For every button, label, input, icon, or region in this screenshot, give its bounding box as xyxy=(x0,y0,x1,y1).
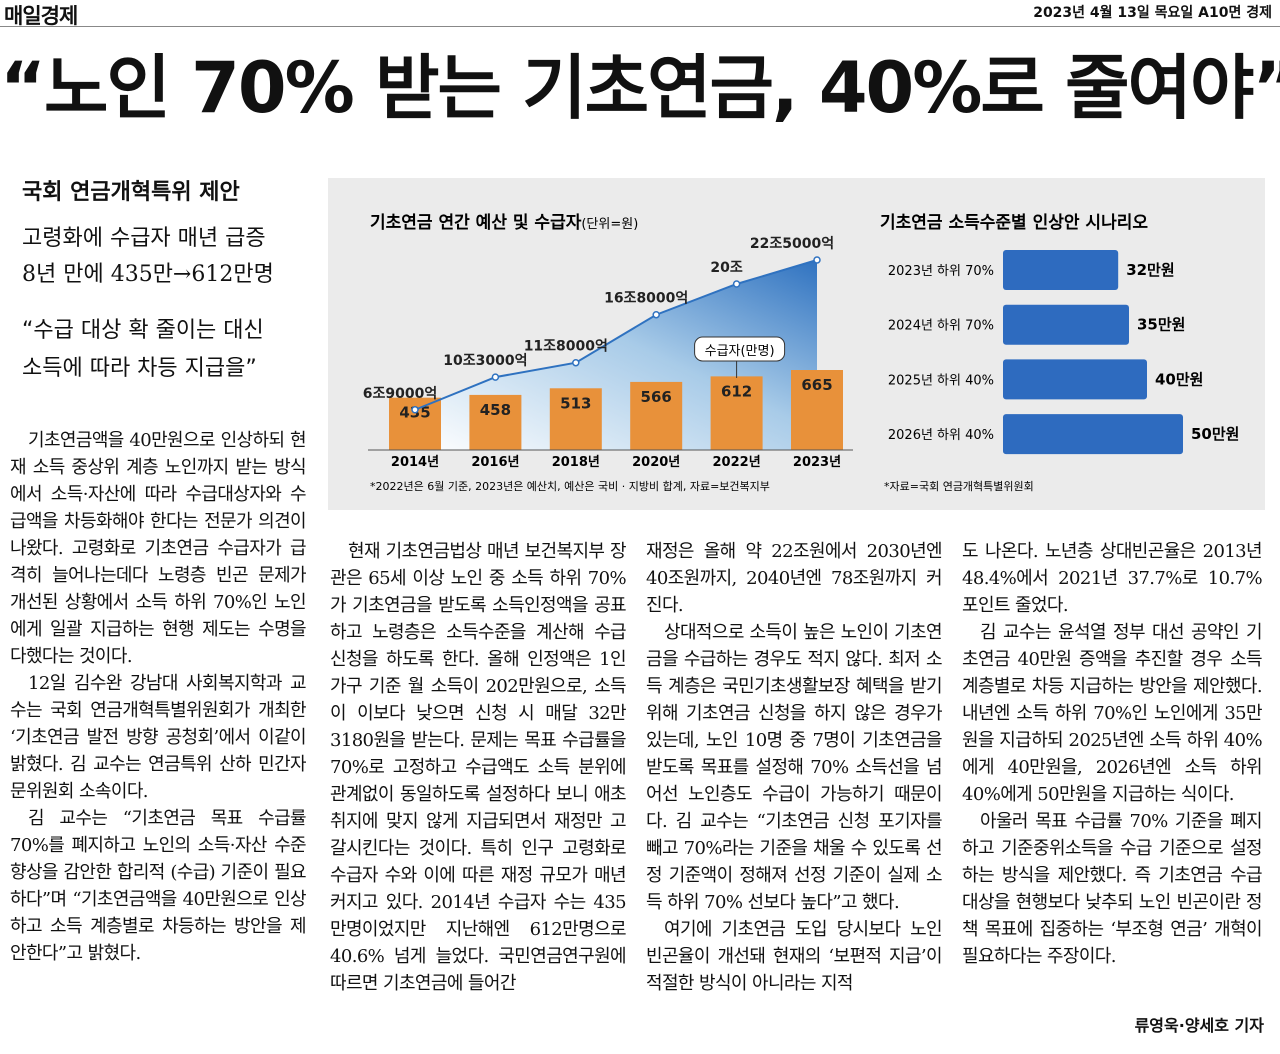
bar-value-label: 665 xyxy=(801,376,832,394)
column: 현재 기초연금법상 매년 보건복지부 장관은 65세 이상 노인 중 소득 하위… xyxy=(330,538,626,1038)
line-point xyxy=(411,406,419,414)
x-tick-label: 2022년 xyxy=(713,455,761,470)
line-point xyxy=(732,280,741,288)
bar xyxy=(1003,250,1119,290)
x-tick-label: 2023년 xyxy=(793,455,841,470)
column: 기초연금액을 40만원으로 인상하되 현재 소득 중상위 계층 노인까지 받는 … xyxy=(10,427,306,1039)
paragraph: 현재 기초연금법상 매년 보건복지부 장관은 65세 이상 노인 중 소득 하위… xyxy=(330,541,626,994)
bar xyxy=(630,381,683,450)
line-value-label: 20조 xyxy=(710,260,742,276)
chart-panel: 기초연금 연간 예산 및 수급자(단위=원)435458513566612665… xyxy=(328,178,1265,510)
chart-unit: (단위=원) xyxy=(581,217,638,232)
charts: 기초연금 연간 예산 및 수급자(단위=원)435458513566612665… xyxy=(363,213,1240,493)
y-tick-label: 2023년 하위 70% xyxy=(888,264,994,279)
subhead: 8년 만에 435만→612만명 xyxy=(22,262,274,287)
paragraph: 재정은 올해 약 22조원에서 2030년엔 40조원까지, 2040년엔 78… xyxy=(646,541,942,616)
legend-label: 수급자(만명) xyxy=(705,344,775,359)
x-tick-label: 2020년 xyxy=(632,455,680,470)
bar xyxy=(1003,304,1129,345)
headline: “노인 70% 받는 기초연금, 40%로 줄여야” xyxy=(0,47,1280,129)
bar-value-label: 566 xyxy=(641,388,672,406)
x-tick-label: 2014년 xyxy=(391,455,439,470)
column: 도 나온다. 노년층 상대빈곤율은 2013년 48.4%에서 2021년 37… xyxy=(962,538,1262,1016)
x-tick-label: 2016년 xyxy=(471,455,519,470)
bar xyxy=(710,376,763,450)
bar-value-label: 32만원 xyxy=(1126,261,1174,279)
paragraph: 기초연금액을 40만원으로 인상하되 현재 소득 중상위 계층 노인까지 받는 … xyxy=(10,430,306,667)
subhead: 국회 연금개혁특위 제안 xyxy=(22,180,240,205)
chart-title: 기초연금 연간 예산 및 수급자(단위=원) xyxy=(370,213,638,233)
bar xyxy=(791,370,843,450)
line-value-label: 10조3000억 xyxy=(443,353,527,369)
subhead: 고령화에 수급자 매년 급증 xyxy=(22,226,266,251)
bar xyxy=(1003,414,1183,455)
rule xyxy=(0,26,1280,27)
legend-box xyxy=(694,336,786,362)
paragraph: 12일 김수완 강남대 사회복지학과 교수는 국회 연금개혁특별위원회가 개최한… xyxy=(10,673,306,802)
line-point xyxy=(652,310,660,319)
paper-name: 매일경제 xyxy=(4,4,78,28)
line-value-label: 16조8000억 xyxy=(604,291,688,307)
dateline: 2023년 4월 13일 목요일 A10면 경제 xyxy=(1033,5,1272,21)
x-tick-label: 2018년 xyxy=(552,455,600,470)
line-point xyxy=(572,358,580,367)
line xyxy=(414,259,818,411)
bar-value-label: 513 xyxy=(560,394,591,412)
bar xyxy=(469,394,522,450)
bar-value-label: 612 xyxy=(721,382,752,400)
subhead: “수급 대상 확 줄이는 대신 소득에 따라 차등 지급을” xyxy=(22,318,264,381)
line-value-label: 22조5000억 xyxy=(750,236,834,252)
bar xyxy=(549,388,602,450)
chart-note: *자료=국회 연금개혁특별위원회 xyxy=(884,480,1034,493)
bar-value-label: 40만원 xyxy=(1155,370,1203,388)
y-tick-label: 2024년 하위 70% xyxy=(888,319,994,334)
bar-value-label: 458 xyxy=(480,401,511,419)
column: 재정은 올해 약 22조원에서 2030년엔 40조원까지, 2040년엔 78… xyxy=(646,538,942,1038)
bar-value-label: 35만원 xyxy=(1137,316,1185,334)
bar xyxy=(1003,359,1147,400)
paragraph: 김 교수는 윤석열 정부 대선 공약인 기초연금 40만원 증액을 추진할 경우… xyxy=(962,622,1262,805)
paragraph: 아울러 목표 수급률 70% 기준을 폐지하고 기준중위소득을 수급 기준으로 … xyxy=(962,811,1262,967)
paragraph: 여기에 기초연금 도입 당시보다 노인 빈곤율이 개선돼 현재의 ‘보편적 지급… xyxy=(646,919,942,994)
line-point xyxy=(491,373,500,381)
bar-value-label: 50만원 xyxy=(1191,425,1239,443)
line-value-label: 11조8000억 xyxy=(524,339,608,355)
paragraph: 도 나온다. 노년층 상대빈곤율은 2013년 48.4%에서 2021년 37… xyxy=(962,541,1262,616)
y-tick-label: 2025년 하위 40% xyxy=(888,373,994,388)
line-point xyxy=(813,256,821,264)
chart-title: 기초연금 소득수준별 인상안 시나리오 xyxy=(880,213,1148,233)
byline: 류영욱·양세호 기자 xyxy=(1134,1016,1264,1035)
paragraph: 상대적으로 소득이 높은 노인이 기초연금을 수급하는 경우도 적지 않다. 최… xyxy=(646,622,942,913)
chart-title-text: 기초연금 연간 예산 및 수급자 xyxy=(370,213,582,233)
y-tick-label: 2026년 하위 40% xyxy=(888,428,994,443)
chart-note: *2022년은 6월 기준, 2023년은 예산치, 예산은 국비 · 지방비 … xyxy=(370,480,770,493)
paragraph: 김 교수는 “기초연금 목표 수급률 70%를 폐지하고 노인의 소득·자산 수… xyxy=(10,808,306,964)
line-value-label: 6조9000억 xyxy=(363,386,437,402)
